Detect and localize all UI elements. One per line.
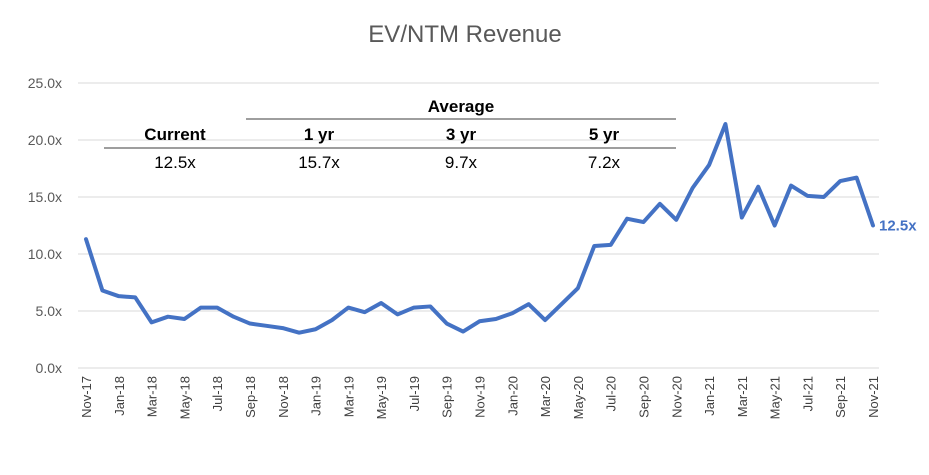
gridlines	[78, 82, 879, 369]
x-tick-label: Jan-21	[702, 376, 717, 416]
y-tick-label: 20.0x	[28, 132, 62, 148]
y-tick-label: 5.0x	[36, 303, 62, 319]
x-tick-label: May-18	[177, 376, 192, 419]
x-tick-label: Jan-18	[112, 376, 127, 416]
y-axis-tick-labels: 0.0x 5.0x 10.0x 15.0x 20.0x 25.0x	[28, 75, 62, 376]
x-tick-label: Nov-20	[669, 376, 684, 418]
x-tick-label: Sep-21	[833, 376, 848, 418]
y-tick-label: 15.0x	[28, 189, 62, 205]
table-header-3yr: 3 yr	[446, 125, 477, 144]
table-value-1yr: 15.7x	[298, 153, 340, 172]
summary-table: Average Current 1 yr 3 yr 5 yr 12.5x 15.…	[104, 97, 676, 172]
x-tick-label: May-19	[374, 376, 389, 419]
table-value-current: 12.5x	[154, 153, 196, 172]
x-tick-label: Mar-18	[145, 376, 160, 417]
table-value-3yr: 9.7x	[445, 153, 478, 172]
x-tick-label: Sep-20	[636, 376, 651, 418]
table-value-5yr: 7.2x	[588, 153, 621, 172]
x-tick-label: Jan-19	[309, 376, 324, 416]
y-tick-label: 10.0x	[28, 246, 62, 262]
x-axis-tick-labels: Nov-17 Jan-18 Mar-18 May-18 Jul-18 Sep-18 Nov-…	[79, 376, 881, 419]
y-tick-label: 0.0x	[36, 360, 62, 376]
x-tick-label: Jul-18	[210, 376, 225, 411]
x-tick-label: Sep-19	[440, 376, 455, 418]
x-tick-label: Nov-21	[866, 376, 881, 418]
x-tick-label: Jan-20	[505, 376, 520, 416]
y-tick-label: 25.0x	[28, 75, 62, 91]
table-group-header: Average	[428, 97, 494, 116]
x-tick-label: Jul-21	[800, 376, 815, 411]
x-tick-label: Nov-19	[473, 376, 488, 418]
series-line	[84, 122, 875, 335]
x-tick-label: Nov-18	[276, 376, 291, 418]
x-tick-label: Sep-18	[243, 376, 258, 418]
table-header-current: Current	[144, 125, 206, 144]
x-tick-label: May-21	[768, 376, 783, 419]
chart-title: EV/NTM Revenue	[368, 21, 561, 48]
x-tick-label: Mar-21	[735, 376, 750, 417]
table-header-5yr: 5 yr	[589, 125, 620, 144]
end-value-label: 12.5x	[879, 218, 917, 235]
x-tick-label: Jul-19	[407, 376, 422, 411]
x-tick-label: Mar-20	[538, 376, 553, 417]
x-tick-label: Jul-20	[604, 376, 619, 411]
table-header-1yr: 1 yr	[304, 125, 335, 144]
x-tick-label: Nov-17	[79, 376, 94, 418]
x-tick-label: Mar-19	[341, 376, 356, 417]
x-tick-label: May-20	[571, 376, 586, 419]
